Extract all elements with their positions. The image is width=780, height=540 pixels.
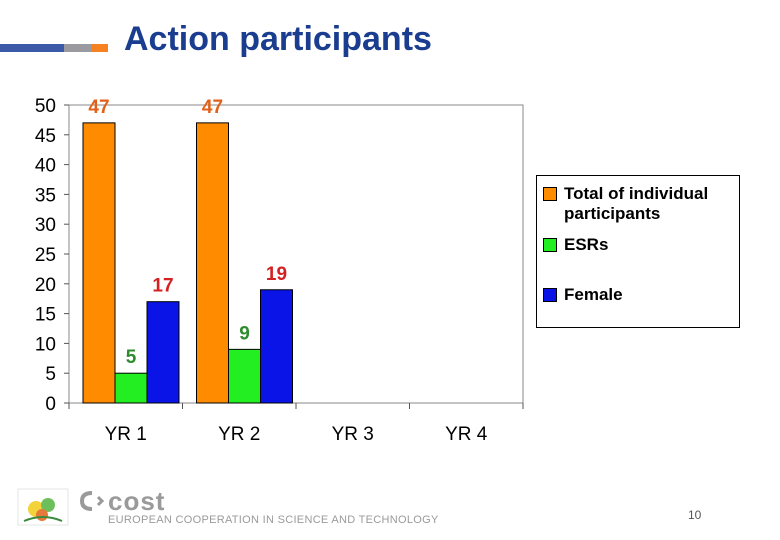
bar-total [82,122,116,404]
legend-swatch-female [543,288,557,302]
chart-legend: Total of individual participants ESRs Fe… [536,175,740,328]
y-tick-label: 30 [35,215,56,236]
page-title: Action participants [124,20,432,58]
x-tick-label: YR 1 [105,424,147,445]
y-tick-label: 40 [35,156,56,177]
data-label: 47 [88,97,109,118]
bar-chart: 0 5 10 15 20 25 30 35 40 45 50 YR 1 YR 2 YR 3 YR 4 47 47… [35,96,524,445]
x-tick-label: YR 4 [445,424,488,445]
y-tick-label: 45 [35,126,56,147]
accent-bar-gray [64,44,92,52]
page-number: 10 [688,508,702,522]
legend-swatch-esrs [543,238,557,252]
data-label: 19 [266,264,287,285]
data-label: 47 [202,97,223,118]
legend-label-esrs: ESRs [564,235,609,254]
data-label: 17 [152,276,173,297]
y-tick-label: 10 [35,334,56,355]
legend-item-female: Female [543,285,740,305]
legend-label-female: Female [564,285,623,304]
y-tick-label: 0 [45,394,56,415]
cost-tagline: EUROPEAN COOPERATION IN SCIENCE AND TECH… [108,514,439,526]
y-tick-label: 50 [35,96,56,117]
legend-swatch-total [543,187,557,201]
cost-logo-icon [80,491,104,511]
accent-bar-orange [92,44,108,52]
legend-item-esrs: ESRs [543,235,740,255]
bar-female [260,289,293,404]
partner-logo-icon [17,488,69,526]
title-accent-bar [0,44,108,52]
legend-label-total: Total of individual participants [564,184,709,223]
accent-bar-blue [0,44,64,52]
cost-wordmark: cost [108,486,166,516]
data-label: 9 [239,323,250,344]
bar-esrs [228,348,261,404]
y-tick-label: 25 [35,245,56,266]
y-tick-label: 15 [35,305,56,326]
x-tick-label: YR 2 [218,424,260,445]
bar-total [196,122,229,404]
bar-female [146,301,180,404]
legend-item-total: Total of individual participants [543,184,740,224]
y-tick-label: 5 [45,364,56,385]
y-tick-label: 35 [35,185,56,206]
x-tick-label: YR 3 [332,424,374,445]
plot-area [68,104,524,404]
bar-esrs [114,372,148,404]
cost-brand: cost EUROPEAN COOPERATION IN SCIENCE AND… [80,488,439,526]
data-label: 5 [126,347,137,368]
y-tick-label: 20 [35,275,56,296]
